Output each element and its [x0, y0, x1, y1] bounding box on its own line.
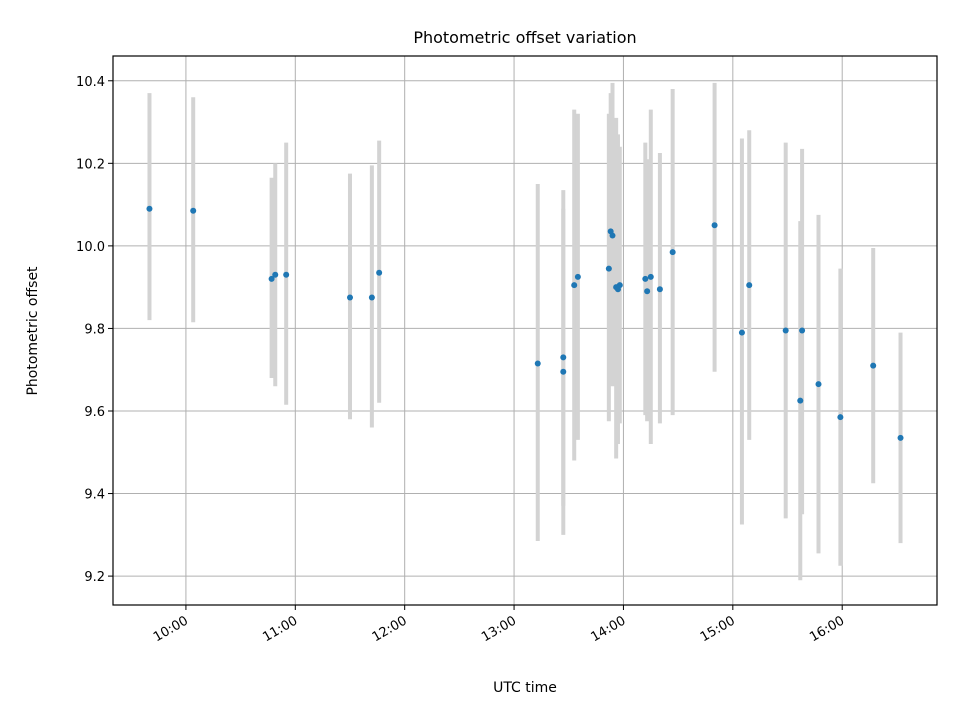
- data-point: [376, 269, 383, 276]
- data-point: [799, 327, 806, 334]
- data-point: [642, 275, 649, 282]
- plot-frame: [112, 55, 938, 606]
- data-point: [268, 275, 275, 282]
- y-tick-label: 9.6: [84, 405, 105, 420]
- data-point: [797, 397, 804, 404]
- data-point: [368, 294, 375, 301]
- grid-lines: [113, 56, 937, 605]
- x-axis-label: UTC time: [493, 680, 557, 696]
- y-tick-label: 10.4: [76, 75, 105, 90]
- data-point: [870, 362, 877, 369]
- data-point: [560, 354, 567, 361]
- x-tick-label: 10:00: [151, 613, 191, 645]
- data-point: [837, 414, 844, 421]
- data-point: [616, 282, 623, 289]
- y-tick-label: 10.0: [76, 240, 105, 255]
- data-point: [534, 360, 541, 367]
- data-point: [146, 205, 153, 212]
- data-point: [272, 271, 279, 278]
- data-point: [190, 207, 197, 214]
- x-tick-label: 13:00: [479, 613, 519, 645]
- y-tick-label: 9.4: [84, 488, 105, 503]
- chart-title: Photometric offset variation: [413, 28, 636, 47]
- data-point: [574, 273, 581, 280]
- data-point: [346, 294, 353, 301]
- data-point: [711, 222, 718, 229]
- x-tick-label: 11:00: [260, 613, 300, 645]
- data-point: [746, 282, 753, 289]
- data-point: [656, 286, 663, 293]
- data-point: [738, 329, 745, 336]
- data-point: [605, 265, 612, 272]
- x-tick-label: 15:00: [698, 613, 738, 645]
- data-point: [782, 327, 789, 334]
- y-axis-label: Photometric offset: [25, 266, 41, 396]
- x-axis-ticks: 10:00 11:00 12:00 13:00 14:00 15:00 16:00: [151, 605, 847, 645]
- x-tick-label: 16:00: [807, 613, 847, 645]
- data-point: [897, 434, 904, 441]
- x-tick-label: 12:00: [370, 613, 410, 645]
- data-point: [644, 288, 651, 295]
- data-point: [647, 273, 654, 280]
- y-tick-label: 9.2: [84, 570, 105, 585]
- data-point: [283, 271, 290, 278]
- y-axis-ticks: 9.2 9.4 9.6 9.8 10.0 10.2 10.4: [76, 75, 113, 585]
- y-tick-label: 10.2: [76, 157, 105, 172]
- data-point: [571, 282, 578, 289]
- data-point: [815, 381, 822, 388]
- x-tick-label: 14:00: [588, 613, 628, 645]
- data-point: [609, 232, 616, 239]
- y-tick-label: 9.8: [84, 322, 105, 337]
- data-point: [560, 368, 567, 375]
- data-points: [146, 205, 904, 441]
- data-point: [669, 249, 676, 256]
